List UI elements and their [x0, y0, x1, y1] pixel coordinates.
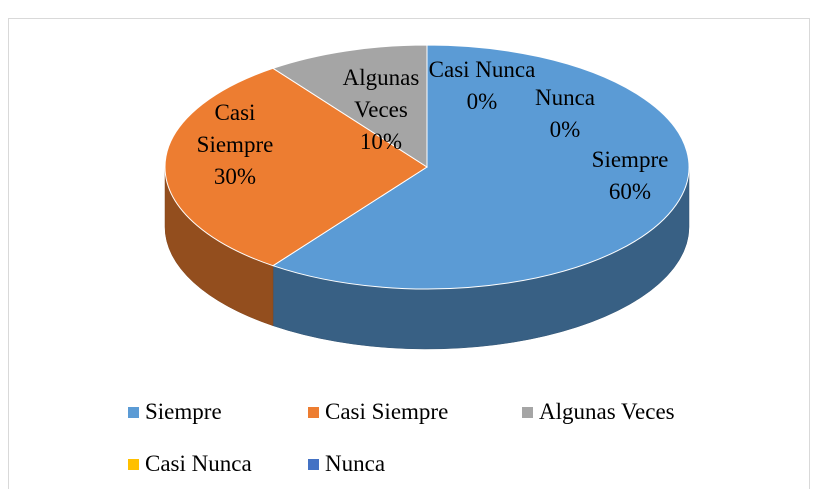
- data-label: Nunca 0%: [515, 82, 615, 146]
- pie-slice: [164, 67, 428, 267]
- data-label: Casi Siempre 30%: [175, 97, 295, 193]
- legend-item: Algunas Veces: [522, 398, 675, 426]
- data-label-value: 30%: [213, 164, 257, 189]
- data-label-name: Nunca: [534, 85, 596, 110]
- data-label-name: Siempre: [591, 147, 669, 172]
- legend-swatch: [128, 459, 139, 470]
- data-label-value: 60%: [608, 179, 652, 204]
- legend-label: Algunas Veces: [539, 399, 675, 424]
- legend-swatch: [128, 407, 139, 418]
- pie-slice: [271, 44, 428, 168]
- legend-label: Siempre: [145, 399, 222, 424]
- data-label: Siempre 60%: [570, 144, 690, 208]
- chart-frame: [8, 18, 810, 489]
- data-label: Algunas Veces 10%: [330, 62, 432, 158]
- data-label-name: Casi Siempre: [196, 100, 274, 157]
- data-label-name: Casi Nunca: [428, 57, 536, 82]
- data-label-value: 0%: [549, 117, 581, 142]
- legend-item: Casi Siempre: [308, 398, 448, 426]
- data-label-name: Algunas Veces: [342, 65, 420, 122]
- legend-label: Nunca: [325, 451, 386, 476]
- legend-item: Casi Nunca: [128, 450, 252, 478]
- legend-swatch: [522, 407, 533, 418]
- data-label-value: 10%: [359, 129, 403, 154]
- legend-swatch: [308, 407, 319, 418]
- legend-item: Nunca: [308, 450, 385, 478]
- data-label-value: 0%: [466, 89, 498, 114]
- legend-label: Casi Nunca: [145, 451, 252, 476]
- legend-label: Casi Siempre: [325, 399, 449, 424]
- legend-item: Siempre: [128, 398, 222, 426]
- pie-slice: [271, 44, 690, 290]
- data-label: Casi Nunca 0%: [420, 54, 544, 118]
- legend-swatch: [308, 459, 319, 470]
